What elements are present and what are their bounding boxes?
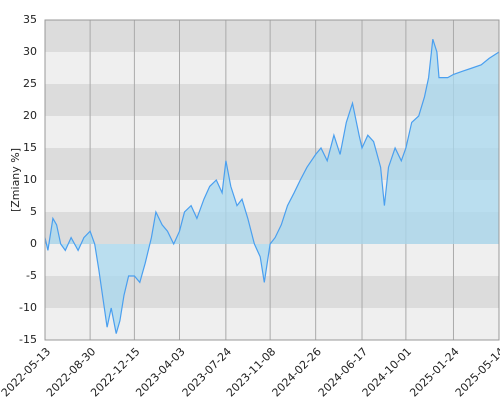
y-tick-label: 0 [30,237,37,250]
y-axis-label: [Zmiany %] [9,148,22,212]
grid-band [45,20,499,52]
y-tick-label: 20 [23,109,37,122]
grid-band [45,52,499,84]
line [44,39,500,334]
y-tick-label: 10 [23,173,37,186]
y-tick-label: 35 [23,13,37,26]
y-tick-label: -5 [26,269,37,282]
y-tick-label: -10 [19,301,37,314]
y-tick-label: 30 [23,45,37,58]
area [45,39,499,334]
y-tick-label: -15 [19,333,37,346]
plot-frame [44,19,500,341]
y-tick-label: 25 [23,77,37,90]
y-tick-label: 15 [23,141,37,154]
y-tick-label: 5 [30,205,37,218]
